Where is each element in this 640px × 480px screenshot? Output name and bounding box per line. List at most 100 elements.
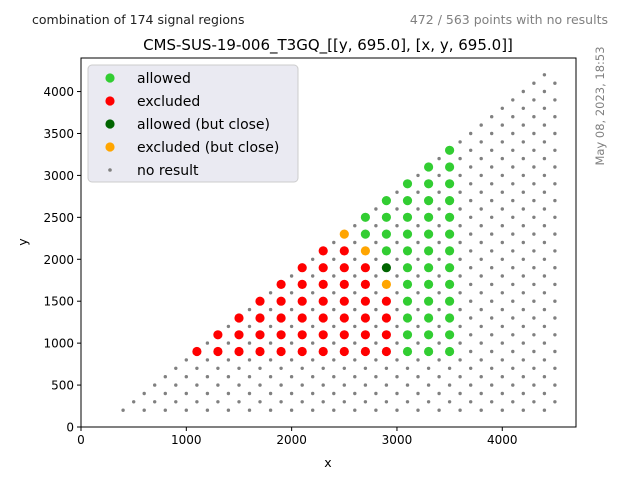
no-result-point-45 xyxy=(258,366,262,370)
no-result-point-243 xyxy=(490,232,494,236)
allowed-point-39 xyxy=(445,313,455,323)
excluded-point-27 xyxy=(318,346,328,357)
no-result-point-315 xyxy=(532,299,536,303)
no-result-point-97 xyxy=(353,391,357,396)
no-result-point-199 xyxy=(469,383,473,387)
x-axis-ticks: 0 1000 2000 3000 4000 xyxy=(77,427,518,447)
allowed-point-19 xyxy=(424,196,434,206)
excluded-point-23 xyxy=(318,279,328,289)
no-result-point-34 xyxy=(237,383,241,387)
no-result-point-40 xyxy=(247,341,252,345)
no-results-note: 472 / 563 points with no results xyxy=(410,12,608,27)
no-result-point-132 xyxy=(395,324,399,329)
no-result-point-183 xyxy=(458,375,462,379)
no-result-point-137 xyxy=(395,240,399,245)
no-result-point-287 xyxy=(511,115,515,119)
no-result-point-307 xyxy=(521,106,525,111)
no-result-point-2 xyxy=(142,408,146,412)
no-result-point-81 xyxy=(321,366,325,370)
no-result-point-80 xyxy=(321,383,325,387)
no-result-point-181 xyxy=(458,408,462,412)
no-result-point-13 xyxy=(184,391,188,396)
no-result-point-135 xyxy=(395,274,399,278)
no-result-point-352 xyxy=(553,366,557,370)
no-result-point-99 xyxy=(353,358,357,362)
allowed-point-12 xyxy=(402,279,413,289)
no-result-point-344 xyxy=(542,156,547,161)
no-result-point-263 xyxy=(500,207,504,211)
no-result-point-17 xyxy=(195,383,199,387)
no-result-point-83 xyxy=(332,391,336,396)
excluded-point-37 xyxy=(360,296,370,306)
no-result-point-299 xyxy=(521,240,525,245)
no-result-point-48 xyxy=(268,375,273,379)
no-result-point-354 xyxy=(553,333,557,337)
no-result-points xyxy=(121,73,557,412)
no-result-point-198 xyxy=(469,400,473,404)
allowed-point-36 xyxy=(445,263,455,273)
no-result-point-44 xyxy=(258,383,262,387)
no-result-point-101 xyxy=(353,324,357,329)
no-result-point-110 xyxy=(363,366,368,370)
no-result-point-343 xyxy=(542,173,547,178)
no-result-point-120 xyxy=(374,257,378,261)
no-result-point-155 xyxy=(416,224,420,228)
no-result-point-276 xyxy=(511,299,515,303)
no-result-point-171 xyxy=(437,257,441,261)
no-result-point-39 xyxy=(247,358,252,362)
no-result-point-369 xyxy=(553,81,557,85)
allowed-but-close-point-0 xyxy=(381,263,391,273)
no-result-point-41 xyxy=(247,324,252,329)
no-result-point-253 xyxy=(500,375,504,379)
legend-label-excluded: excluded xyxy=(137,94,200,110)
x-tick-label-4000: 4000 xyxy=(487,433,518,447)
no-result-point-72 xyxy=(311,358,315,362)
legend-label-no-result: no result xyxy=(137,163,199,179)
excluded-point-4 xyxy=(234,330,244,340)
allowed-point-28 xyxy=(424,346,434,357)
no-result-point-224 xyxy=(479,257,483,261)
no-result-point-52 xyxy=(268,307,273,312)
no-result-point-145 xyxy=(416,391,420,396)
no-result-point-331 xyxy=(542,375,547,379)
excluded-point-5 xyxy=(234,346,244,357)
no-result-point-205 xyxy=(469,282,473,287)
no-result-point-102 xyxy=(353,307,357,312)
y-tick-label-0: 0 xyxy=(66,421,74,435)
no-result-point-177 xyxy=(437,156,441,161)
legend-marker-excluded-but-close xyxy=(105,142,115,152)
no-result-point-212 xyxy=(469,165,473,169)
no-result-point-94 xyxy=(342,383,346,387)
excluded-but-close-point-0 xyxy=(339,229,349,239)
no-result-point-107 xyxy=(353,224,357,228)
no-result-point-19 xyxy=(205,408,210,412)
allowed-point-33 xyxy=(445,212,455,222)
no-result-point-322 xyxy=(532,182,536,186)
excluded-point-32 xyxy=(339,313,349,323)
no-result-point-323 xyxy=(532,165,536,169)
no-result-point-178 xyxy=(447,400,452,404)
no-result-point-339 xyxy=(542,240,547,245)
no-result-point-213 xyxy=(469,148,473,152)
no-result-point-334 xyxy=(542,324,547,329)
no-result-point-136 xyxy=(395,257,399,261)
no-result-point-55 xyxy=(279,383,283,387)
excluded-point-0 xyxy=(192,346,202,357)
no-result-point-21 xyxy=(205,375,210,379)
excluded-point-36 xyxy=(360,279,370,289)
no-result-point-42 xyxy=(247,307,252,312)
allowed-point-40 xyxy=(445,330,455,340)
no-result-point-239 xyxy=(490,299,494,303)
no-result-point-215 xyxy=(479,408,483,412)
no-result-point-306 xyxy=(521,123,525,127)
no-result-point-280 xyxy=(511,232,515,236)
no-result-point-254 xyxy=(500,358,504,362)
y-tick-label-3500: 3500 xyxy=(43,127,74,141)
no-result-point-147 xyxy=(416,358,420,362)
allowed-point-34 xyxy=(445,229,455,239)
no-result-point-38 xyxy=(247,375,252,379)
allowed-point-0 xyxy=(360,212,370,222)
no-result-point-69 xyxy=(311,408,315,412)
no-result-point-32 xyxy=(226,324,231,329)
no-result-point-235 xyxy=(490,366,494,370)
